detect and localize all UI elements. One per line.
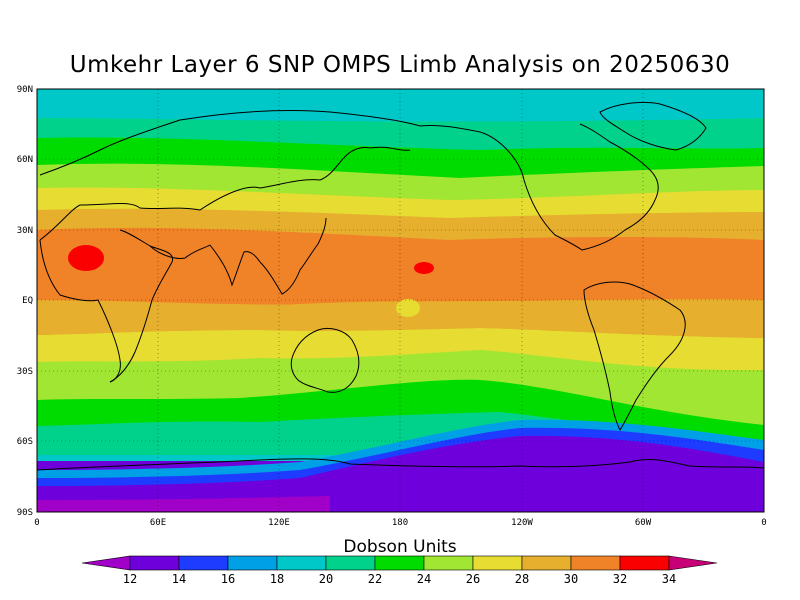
lat-label: 60S xyxy=(17,437,33,447)
coast-antarctica xyxy=(37,458,764,471)
lon-label: 120E xyxy=(268,518,290,528)
colorbar-label: 32 xyxy=(613,572,627,586)
coast-south-america xyxy=(583,281,686,432)
colorbar-label: 26 xyxy=(466,572,480,586)
colorbar-label: 28 xyxy=(515,572,529,586)
colorbar-swatch xyxy=(276,555,327,571)
lat-label: 90S xyxy=(17,508,33,518)
colorbar-label: 20 xyxy=(319,572,333,586)
lon-label: 60W xyxy=(635,518,652,528)
coast-africa-west xyxy=(39,239,121,383)
colorbar-label: 22 xyxy=(368,572,382,586)
lon-label: 0 xyxy=(34,518,39,528)
colorbar-swatch xyxy=(178,555,229,571)
lon-label: 60E xyxy=(150,518,166,528)
lat-axis: 90N 60N 30N EQ 30S 60S 90S xyxy=(17,85,33,518)
band-32 xyxy=(37,227,764,306)
ozone-field xyxy=(37,89,764,512)
lon-axis: 0 60E 120E 180 120W 60W 0 xyxy=(34,518,766,528)
colorbar-swatch xyxy=(374,555,425,571)
lon-label: 0 xyxy=(761,518,766,528)
colorbar-swatch xyxy=(129,555,180,571)
colorbar-label: 14 xyxy=(172,572,186,586)
grid xyxy=(37,89,764,512)
map-title: Umkehr Layer 6 SNP OMPS Limb Analysis on… xyxy=(69,52,731,78)
colorbar-swatch xyxy=(423,555,474,571)
colorbar-swatch xyxy=(472,555,523,571)
min-pacific xyxy=(396,299,420,317)
colorbar-swatch xyxy=(227,555,278,571)
max-africa xyxy=(68,245,104,271)
coast-africa-east xyxy=(109,229,174,383)
lat-label: 90N xyxy=(17,85,33,95)
coast-north-america xyxy=(419,123,659,251)
colorbar-label: 18 xyxy=(270,572,284,586)
colorbar-label: 24 xyxy=(417,572,431,586)
coastlines xyxy=(37,101,764,471)
colorbar-title: Dobson Units xyxy=(343,537,457,557)
lat-label: 60N xyxy=(17,155,33,165)
coast-india xyxy=(209,244,261,287)
coast-africa-eurasia xyxy=(39,109,421,241)
colorbar-label: 12 xyxy=(123,572,137,586)
band-30-tropics xyxy=(37,299,764,338)
max-pacific xyxy=(414,262,434,274)
coast-australia xyxy=(290,327,360,393)
band-12 xyxy=(37,496,330,512)
lat-label: 30N xyxy=(17,226,33,236)
colorbar-swatch xyxy=(325,555,376,571)
lon-label: 120W xyxy=(511,518,533,528)
colorbar-swatch xyxy=(570,555,621,571)
colorbar-swatch xyxy=(619,555,670,571)
colorbar-label: 16 xyxy=(221,572,235,586)
colorbar-arrow-low xyxy=(81,555,131,571)
colorbar-swatch xyxy=(521,555,572,571)
lat-label: EQ xyxy=(22,296,33,306)
coast-se-asia xyxy=(259,217,327,295)
lon-label: 180 xyxy=(392,518,408,528)
lat-label: 30S xyxy=(17,367,33,377)
colorbar-label: 30 xyxy=(564,572,578,586)
coast-arabia xyxy=(149,244,211,259)
colorbar xyxy=(81,555,718,571)
band-14 xyxy=(37,435,764,512)
colorbar-label: 34 xyxy=(662,572,676,586)
coast-greenland xyxy=(599,101,707,151)
map-frame xyxy=(36,88,765,513)
colorbar-arrow-high xyxy=(668,555,718,571)
colorbar-labels: 12 14 16 18 20 22 24 26 28 30 32 34 xyxy=(123,572,676,586)
